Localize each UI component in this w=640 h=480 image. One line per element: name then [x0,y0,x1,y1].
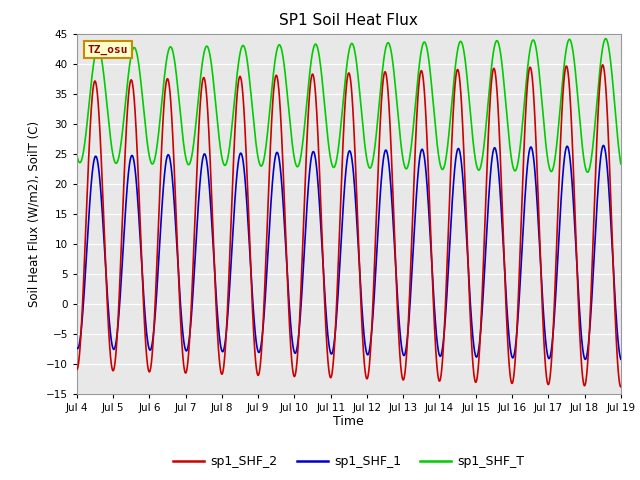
sp1_SHF_1 [172,222,179,228]
sp1_SHF_T [399,156,407,162]
Y-axis label: Soil Heat Flux (W/m2), SoilT (C): Soil Heat Flux (W/m2), SoilT (C) [28,120,40,307]
sp1_SHF_2 [479,278,486,284]
Legend: sp1_SHF_2, sp1_SHF_1, sp1_SHF_T: sp1_SHF_2, sp1_SHF_1, sp1_SHF_T [168,450,529,473]
Text: TZ_osu: TZ_osu [88,44,128,55]
sp1_SHF_T [73,152,81,158]
sp1_SHF_1 [582,357,589,362]
sp1_SHF_1 [281,225,289,231]
sp1_SHF_2 [172,199,179,205]
sp1_SHF_2 [399,377,407,383]
Line: sp1_SHF_2: sp1_SHF_2 [77,65,621,387]
sp1_SHF_1 [600,143,607,148]
sp1_SHF_T [427,72,435,78]
sp1_SHF_2 [73,367,81,372]
Title: SP1 Soil Heat Flux: SP1 Soil Heat Flux [280,13,418,28]
sp1_SHF_T [602,36,609,41]
sp1_SHF_T [479,153,486,158]
sp1_SHF_T [617,161,625,167]
X-axis label: Time: Time [333,415,364,429]
sp1_SHF_2 [599,62,607,68]
sp1_SHF_1 [73,345,81,351]
sp1_SHF_1 [427,240,435,245]
sp1_SHF_T [172,66,179,72]
sp1_SHF_T [520,103,528,109]
sp1_SHF_2 [427,228,435,233]
sp1_SHF_1 [399,351,407,357]
Line: sp1_SHF_T: sp1_SHF_T [77,38,621,172]
sp1_SHF_T [584,169,591,175]
sp1_SHF_1 [520,210,528,216]
Line: sp1_SHF_1: sp1_SHF_1 [77,145,621,360]
sp1_SHF_2 [617,384,625,390]
sp1_SHF_1 [617,356,625,362]
sp1_SHF_1 [479,300,486,305]
sp1_SHF_2 [520,144,528,150]
sp1_SHF_T [281,66,289,72]
sp1_SHF_2 [281,205,289,211]
